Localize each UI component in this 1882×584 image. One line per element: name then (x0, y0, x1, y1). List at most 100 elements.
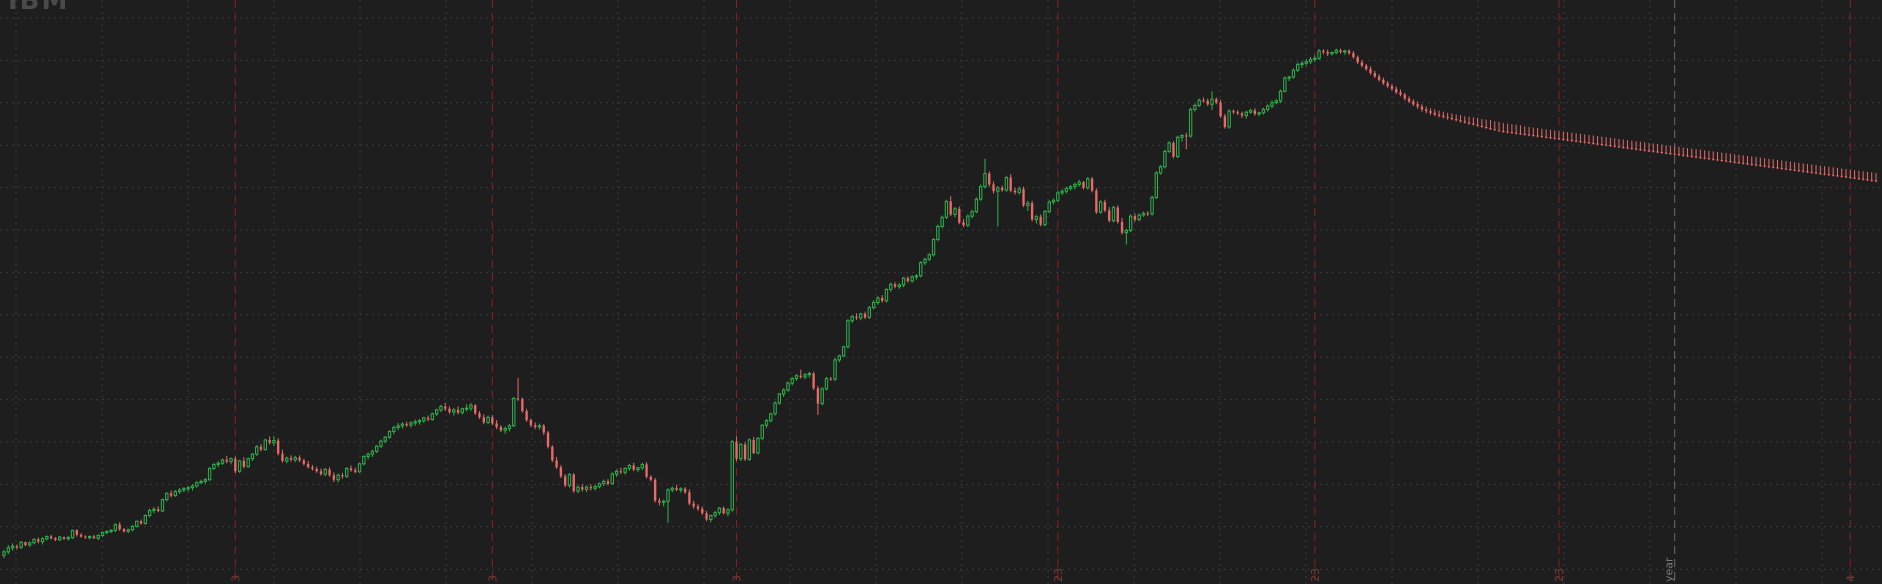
candle (49, 534, 53, 540)
candle-body (276, 440, 280, 454)
candle (675, 484, 678, 492)
candle (1446, 112, 1449, 120)
candle-body (1266, 105, 1270, 110)
candle-body (1360, 62, 1364, 66)
candle-body (1729, 161, 1732, 163)
candle-body (1034, 216, 1039, 221)
candle (405, 421, 408, 427)
candle (1690, 148, 1693, 158)
candle (576, 485, 580, 494)
candle (1810, 164, 1813, 174)
candle (1459, 115, 1462, 123)
candle-body (692, 503, 695, 507)
candle (529, 418, 533, 427)
candle-body (1643, 149, 1646, 151)
symbol-watermark: IBM (8, 0, 70, 16)
candle (1308, 57, 1313, 64)
candle (1857, 170, 1861, 180)
candle (434, 408, 439, 417)
candle (859, 312, 863, 321)
candle (207, 467, 212, 481)
candle (130, 525, 135, 532)
candle-body (1248, 110, 1253, 113)
candle-body (1617, 146, 1621, 148)
candle-body (713, 512, 717, 517)
candle-body (1167, 142, 1171, 152)
candle-body (1472, 123, 1475, 125)
candle (1056, 190, 1060, 202)
candle (19, 541, 23, 550)
candle (1034, 215, 1039, 224)
candle-body (1274, 100, 1278, 104)
candle-body (40, 538, 45, 543)
candle (1544, 129, 1548, 139)
candle (24, 541, 27, 547)
candle (966, 214, 970, 227)
candle-body (225, 459, 228, 462)
candle-body (1570, 140, 1574, 142)
candle-body (983, 173, 987, 188)
candle-body (1793, 169, 1796, 171)
candle (199, 479, 203, 485)
candle (311, 464, 314, 471)
candle-body (1836, 175, 1839, 177)
candle-body (1763, 165, 1766, 167)
candle (696, 504, 700, 511)
candle-body (1095, 190, 1098, 213)
candle (1227, 109, 1231, 129)
candle-body (906, 278, 910, 281)
candle-body (1784, 168, 1788, 170)
candle (503, 426, 507, 434)
candle-body (1712, 158, 1715, 160)
candle (701, 506, 704, 515)
candle-body (709, 515, 713, 520)
candle-body (105, 530, 109, 534)
candle (803, 372, 807, 380)
candle-body (1283, 77, 1287, 92)
candle-body (794, 375, 799, 380)
candle (1352, 50, 1355, 59)
candle (1009, 174, 1012, 193)
candle-body (1746, 163, 1749, 165)
candle (1596, 136, 1599, 146)
candle (1831, 167, 1835, 177)
candle (1158, 165, 1163, 175)
candle-body (366, 453, 370, 457)
candle (58, 535, 62, 542)
candle (482, 414, 485, 425)
candle (581, 484, 584, 492)
candle-body (623, 467, 627, 473)
candle-body (1810, 171, 1813, 173)
candle (850, 315, 854, 323)
candle (118, 522, 121, 531)
candle-body (1253, 110, 1257, 114)
candle-body (824, 378, 829, 390)
candle (1287, 75, 1291, 81)
candle (1557, 130, 1561, 141)
candle-body (567, 474, 572, 486)
candle (100, 531, 105, 538)
candle (1797, 162, 1801, 172)
candle-body (1519, 133, 1522, 135)
candle-body (1733, 161, 1736, 163)
candle (1463, 116, 1466, 124)
candle-body (1510, 132, 1514, 134)
candle-body (1407, 98, 1411, 102)
candle (692, 500, 695, 509)
period-separators: 3 3 3 23 23 23 4 year (229, 0, 1857, 584)
candle (1476, 117, 1479, 127)
candle-body (537, 425, 542, 428)
candle-body (1077, 181, 1081, 185)
candle (889, 282, 893, 292)
candle-body (546, 432, 550, 447)
candle (1420, 104, 1424, 112)
candle-body (1634, 148, 1638, 150)
candle (1373, 70, 1376, 79)
candle (1343, 49, 1347, 55)
candle (1369, 66, 1372, 75)
candle-body (773, 402, 777, 415)
candle-body (1514, 132, 1518, 134)
candle (794, 374, 799, 381)
